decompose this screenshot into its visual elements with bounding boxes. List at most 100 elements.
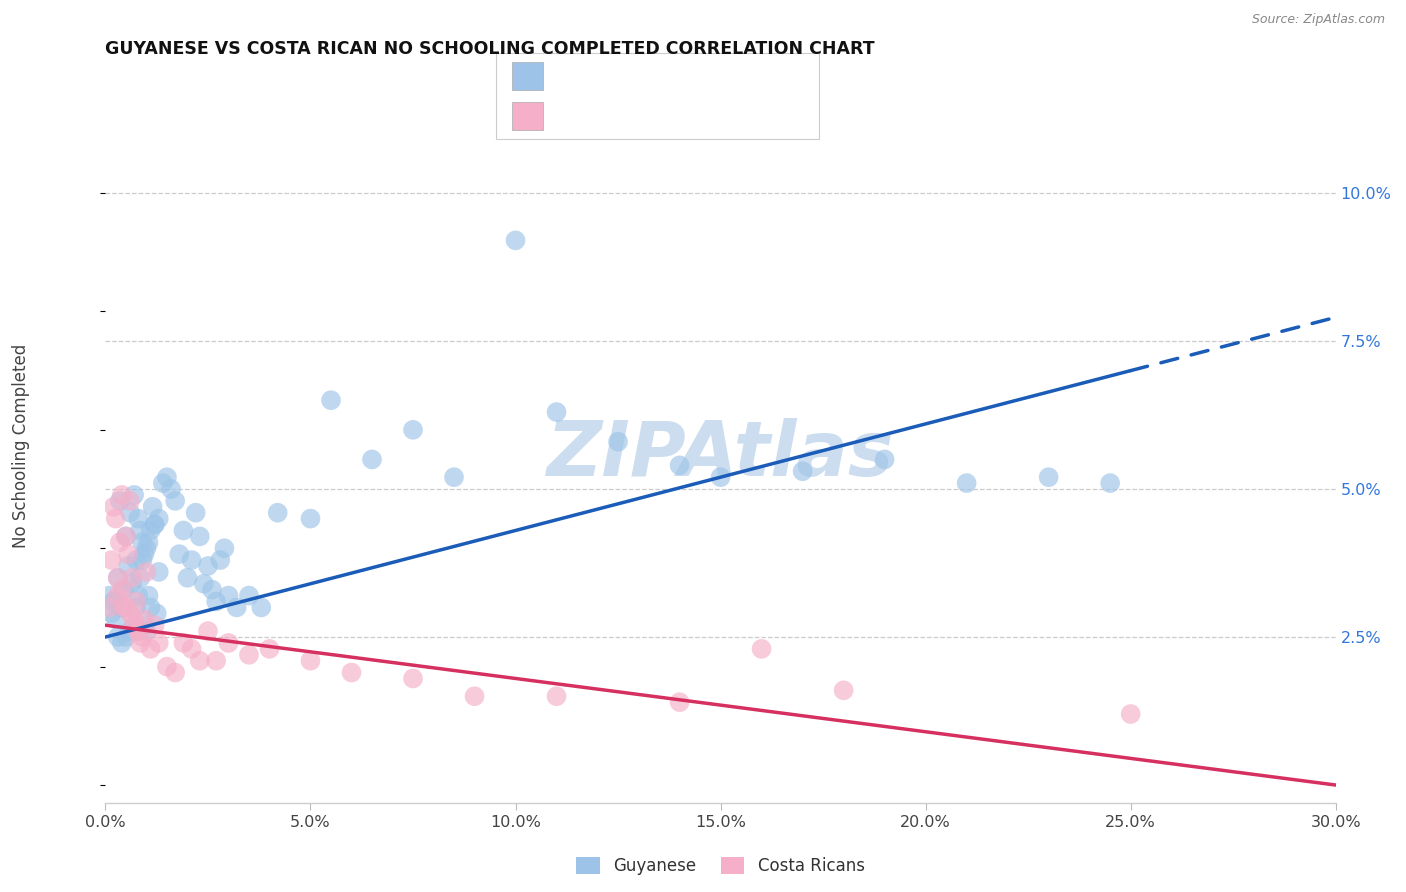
Point bbox=[156, 470, 179, 484]
Point bbox=[197, 624, 219, 639]
Point bbox=[127, 589, 149, 603]
Point bbox=[125, 553, 148, 567]
Point bbox=[129, 571, 152, 585]
Point bbox=[156, 659, 179, 673]
Point bbox=[176, 571, 198, 585]
Point bbox=[111, 582, 134, 597]
Point bbox=[104, 612, 127, 626]
Point bbox=[125, 600, 148, 615]
Text: ZIPAtlas: ZIPAtlas bbox=[547, 418, 894, 491]
Point bbox=[112, 582, 135, 597]
Point bbox=[148, 636, 170, 650]
Point bbox=[607, 434, 630, 449]
Text: -0.358: -0.358 bbox=[593, 107, 654, 125]
Point bbox=[165, 494, 187, 508]
Point bbox=[104, 511, 127, 525]
Point bbox=[108, 535, 131, 549]
Point bbox=[134, 618, 156, 632]
Point bbox=[214, 541, 236, 556]
Point bbox=[143, 618, 166, 632]
Point bbox=[127, 624, 149, 639]
Point bbox=[139, 600, 162, 615]
Text: 76: 76 bbox=[711, 67, 734, 85]
Point bbox=[111, 488, 134, 502]
Point bbox=[98, 600, 121, 615]
Text: No Schooling Completed: No Schooling Completed bbox=[13, 344, 30, 548]
Point bbox=[115, 529, 138, 543]
Point bbox=[122, 618, 145, 632]
Point bbox=[188, 529, 211, 543]
Point bbox=[121, 576, 143, 591]
Point bbox=[443, 470, 465, 484]
Point bbox=[127, 624, 149, 639]
Point bbox=[956, 476, 979, 491]
Point bbox=[134, 612, 156, 626]
Point bbox=[129, 636, 152, 650]
Point bbox=[299, 511, 322, 525]
Point bbox=[122, 488, 145, 502]
Point bbox=[165, 665, 187, 680]
Point bbox=[98, 589, 121, 603]
Point bbox=[142, 500, 165, 514]
Point bbox=[122, 612, 145, 626]
Point bbox=[546, 405, 568, 419]
Point bbox=[546, 690, 568, 704]
Point bbox=[139, 524, 162, 538]
Point bbox=[108, 494, 131, 508]
Point bbox=[152, 476, 174, 491]
Point bbox=[193, 576, 215, 591]
Point bbox=[188, 654, 211, 668]
Text: 47: 47 bbox=[711, 107, 734, 125]
Point bbox=[112, 600, 135, 615]
Point bbox=[710, 470, 733, 484]
Point bbox=[143, 517, 166, 532]
Point bbox=[172, 524, 194, 538]
Point bbox=[131, 630, 153, 644]
Point bbox=[1119, 706, 1142, 721]
FancyBboxPatch shape bbox=[512, 102, 543, 130]
Point bbox=[148, 565, 170, 579]
Point bbox=[135, 624, 157, 639]
Point bbox=[218, 636, 240, 650]
Point bbox=[259, 641, 281, 656]
Point bbox=[115, 529, 138, 543]
Point bbox=[148, 511, 170, 525]
Point bbox=[107, 571, 129, 585]
Point bbox=[122, 618, 145, 632]
Point bbox=[120, 624, 141, 639]
Point bbox=[107, 630, 129, 644]
Text: GUYANESE VS COSTA RICAN NO SCHOOLING COMPLETED CORRELATION CHART: GUYANESE VS COSTA RICAN NO SCHOOLING COM… bbox=[105, 40, 875, 58]
Point bbox=[180, 641, 202, 656]
Text: N =: N = bbox=[666, 67, 703, 85]
Point bbox=[131, 535, 153, 549]
Point bbox=[120, 607, 141, 621]
Point bbox=[464, 690, 486, 704]
Point bbox=[145, 607, 167, 621]
Point bbox=[205, 654, 228, 668]
Point bbox=[180, 553, 202, 567]
Point bbox=[201, 582, 224, 597]
Point bbox=[668, 458, 690, 473]
Point bbox=[121, 571, 143, 585]
Text: R =: R = bbox=[553, 107, 589, 125]
Point bbox=[120, 506, 141, 520]
Point bbox=[402, 672, 425, 686]
Point bbox=[1099, 476, 1122, 491]
Point bbox=[209, 553, 232, 567]
Point bbox=[238, 648, 260, 662]
Point bbox=[117, 547, 139, 561]
Point bbox=[319, 393, 342, 408]
Point bbox=[225, 600, 247, 615]
Point bbox=[792, 464, 814, 478]
Point bbox=[218, 589, 240, 603]
Point bbox=[138, 535, 160, 549]
Text: 0.510: 0.510 bbox=[593, 67, 647, 85]
Point bbox=[299, 654, 322, 668]
Point bbox=[340, 665, 363, 680]
Point bbox=[115, 630, 138, 644]
Point bbox=[131, 553, 153, 567]
Point bbox=[197, 559, 219, 574]
FancyBboxPatch shape bbox=[496, 53, 818, 139]
Point bbox=[160, 482, 183, 496]
Text: N =: N = bbox=[666, 107, 703, 125]
